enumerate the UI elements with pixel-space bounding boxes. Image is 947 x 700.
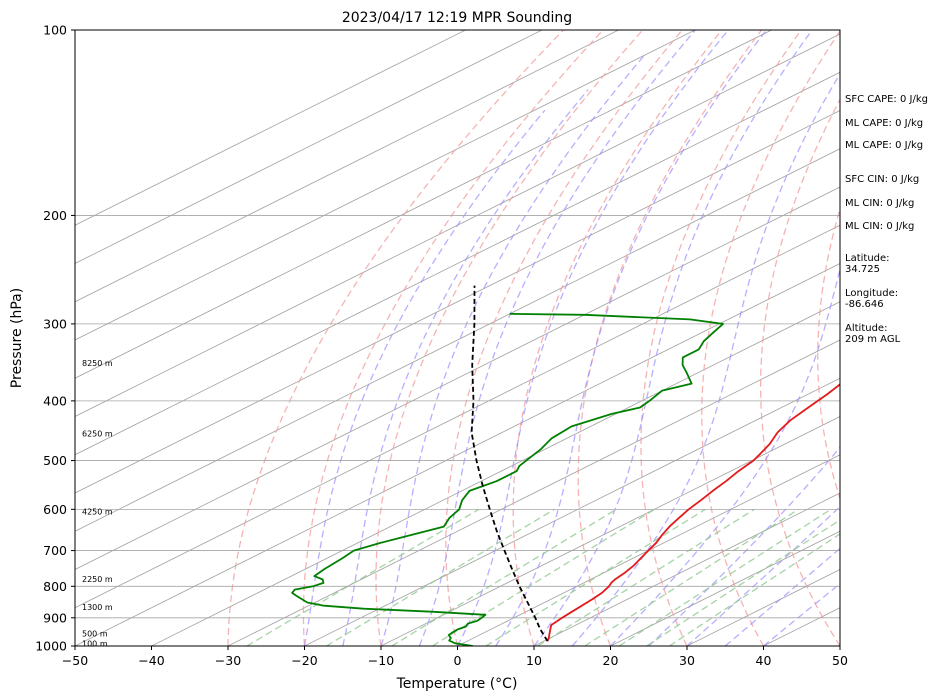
sounding-parameters-panel: SFC CAPE: 0 J/kg ML CAPE: 0 J/kg ML CAPE: … (845, 94, 928, 345)
moist-adiabat-line (533, 30, 813, 646)
isotherm-line (151, 301, 840, 646)
isotherm-line (75, 30, 772, 379)
y-axis-label: Pressure (hPa) (9, 288, 25, 388)
y-tick-label: 700 (43, 543, 67, 558)
dry-adiabat-line (640, 30, 802, 646)
dry-adiabat-line (375, 30, 644, 646)
y-axis-ticks: 1000 900 800 700 600 500 400 300 200 100 (35, 23, 75, 654)
mixing-ratio-line (669, 533, 840, 646)
chart-title: 2023/04/17 12:19 MPR Sounding (342, 10, 572, 26)
y-tick-label: 600 (43, 502, 67, 517)
y-tick-label: 900 (43, 610, 67, 625)
height-label: 500 m (82, 630, 108, 639)
isotherm-line (457, 454, 840, 646)
x-tick-label: −40 (138, 653, 164, 668)
isotherm-line (75, 30, 466, 226)
height-label: 1300 m (82, 603, 113, 612)
y-tick-label: 100 (43, 23, 67, 38)
isotherm-line (75, 186, 840, 570)
x-tick-label: −30 (215, 653, 241, 668)
isotherm-line (75, 30, 619, 303)
moist-adiabat-line (495, 30, 768, 646)
moist-adiabat-line (648, 446, 840, 646)
y-tick-label: 400 (43, 393, 67, 408)
isotherm-line (75, 71, 840, 456)
x-tick-label: 20 (603, 653, 619, 668)
y-tick-label: 300 (43, 316, 67, 331)
background-guide-lines (75, 30, 840, 646)
sounding-parameter-text: ML CAPE: 0 J/kg (845, 140, 923, 151)
y-tick-label: 1000 (35, 639, 67, 654)
height-label: 4250 m (82, 508, 113, 517)
moist-adiabat-line (571, 72, 840, 646)
isotherm-line (75, 30, 696, 341)
isotherm-line (380, 416, 840, 646)
x-tick-label: −10 (368, 653, 394, 668)
moist-adiabat-line (342, 89, 589, 646)
mixing-ratio-line (618, 508, 832, 646)
moist-adiabat-line (380, 55, 645, 646)
isotherm-line (227, 339, 840, 646)
dry-adiabat-line (577, 30, 763, 646)
moist-adiabat-line (456, 30, 729, 646)
x-tick-label: 40 (756, 653, 772, 668)
x-tick-label: −20 (291, 653, 317, 668)
dry-adiabat-line (759, 98, 840, 646)
isotherm-line (304, 377, 840, 646)
sounding-parameter-text: SFC CIN: 0 J/kg (845, 174, 919, 185)
height-label: 6250 m (82, 430, 113, 439)
dry-adiabat-line (512, 30, 723, 646)
series-layer (291, 285, 840, 646)
sounding-parameter-text: Longitude: (845, 288, 898, 299)
x-tick-label: 0 (454, 653, 462, 668)
moist-adiabat-line (418, 30, 696, 646)
y-tick-label: 800 (43, 579, 67, 594)
dry-adiabat-line (817, 207, 840, 501)
height-label: 8250 m (82, 359, 113, 368)
x-tick-label: 10 (526, 653, 542, 668)
x-tick-label: −50 (62, 653, 88, 668)
isotherm-line (610, 530, 840, 646)
sounding-parameter-text: SFC CAPE: 0 J/kg (845, 94, 928, 105)
isotherm-line (533, 492, 840, 646)
y-tick-label: 200 (43, 208, 67, 223)
x-axis-ticks: −50 −40 −30 −20 −10 0 10 20 30 40 50 (62, 646, 848, 668)
isotherm-line (75, 33, 840, 417)
dry-adiabat-line (701, 30, 840, 646)
isotherm-line (75, 224, 840, 609)
isotherm-line (75, 148, 840, 532)
dry-adiabat-line (445, 30, 683, 646)
moist-adiabat-line (763, 582, 840, 646)
sounding-parameter-text: -86.646 (845, 299, 884, 310)
isotherm-line (75, 263, 840, 646)
sounding-parameter-text: Latitude: (845, 253, 890, 264)
dry-adiabat-line (227, 30, 564, 646)
x-tick-label: 30 (679, 653, 695, 668)
parcel-profile-line (470, 285, 549, 642)
temperature-profile-line (546, 383, 840, 642)
sounding-parameter-text: 209 m AGL (845, 334, 901, 345)
x-axis-label: Temperature (°C) (396, 676, 518, 692)
isotherm-line (75, 30, 543, 264)
y-tick-label: 500 (43, 453, 67, 468)
moist-adiabat-line (303, 109, 546, 646)
isotherm-line (75, 110, 840, 494)
mixing-ratio-line (646, 519, 840, 646)
height-label: 2250 m (82, 575, 113, 584)
sounding-parameter-text: ML CAPE: 0 J/kg (845, 118, 923, 129)
x-tick-label: 50 (832, 653, 848, 668)
mixing-ratio-line (246, 508, 480, 646)
sounding-parameter-text: ML CIN: 0 J/kg (845, 198, 914, 209)
sounding-parameter-text: ML CIN: 0 J/kg (845, 221, 914, 232)
sounding-parameter-text: 34.725 (845, 264, 880, 275)
dewpoint-profile-line (291, 313, 724, 646)
sounding-parameter-text: Altitude: (845, 323, 887, 334)
pressure-gridlines (75, 30, 840, 646)
moist-adiabat-line (724, 547, 840, 646)
height-label: 100 m (82, 639, 108, 648)
